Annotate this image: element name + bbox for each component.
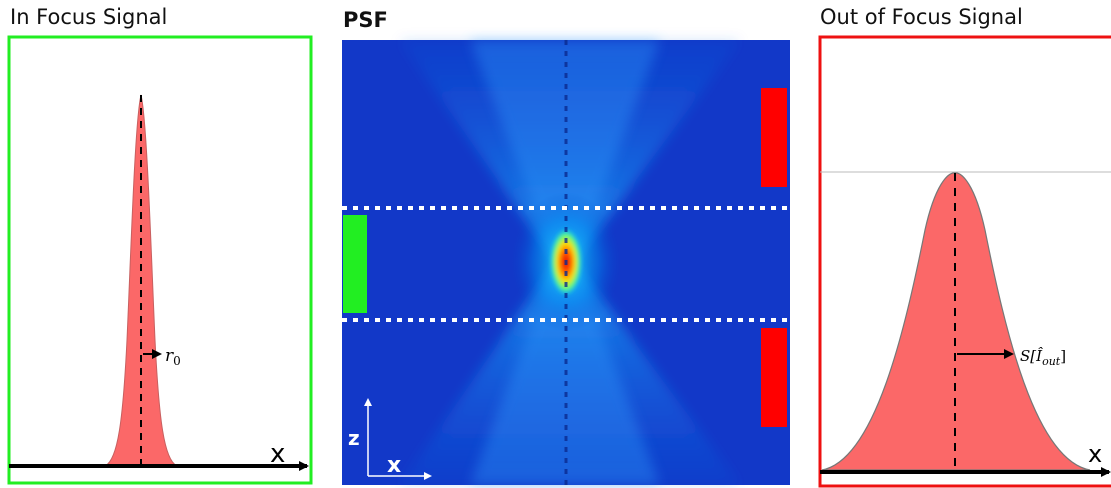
out-of-focus-title: Out of Focus Signal <box>820 5 1023 29</box>
psf-panel: z x <box>342 40 790 485</box>
out-of-focus-x-label: x <box>1088 440 1102 468</box>
in-focus-marker <box>343 215 367 313</box>
psf-x-label: x <box>387 453 401 478</box>
in-focus-frame <box>7 35 313 485</box>
psf-z-label: z <box>348 426 360 450</box>
s-iout-label: S[Îout] <box>1020 347 1066 368</box>
in-focus-title: In Focus Signal <box>10 5 168 29</box>
psf-title: PSF <box>343 8 388 32</box>
out-of-focus-panel: S[Îout] x <box>818 35 1111 488</box>
out-of-focus-frame <box>818 35 1111 488</box>
r0-label: r0 <box>165 346 181 368</box>
in-focus-x-label: x <box>270 439 285 469</box>
in-focus-panel: r0 x <box>7 35 313 485</box>
out-focus-marker-top <box>761 88 787 187</box>
out-focus-marker-bottom <box>761 328 787 427</box>
out-of-focus-curve <box>821 172 1091 471</box>
